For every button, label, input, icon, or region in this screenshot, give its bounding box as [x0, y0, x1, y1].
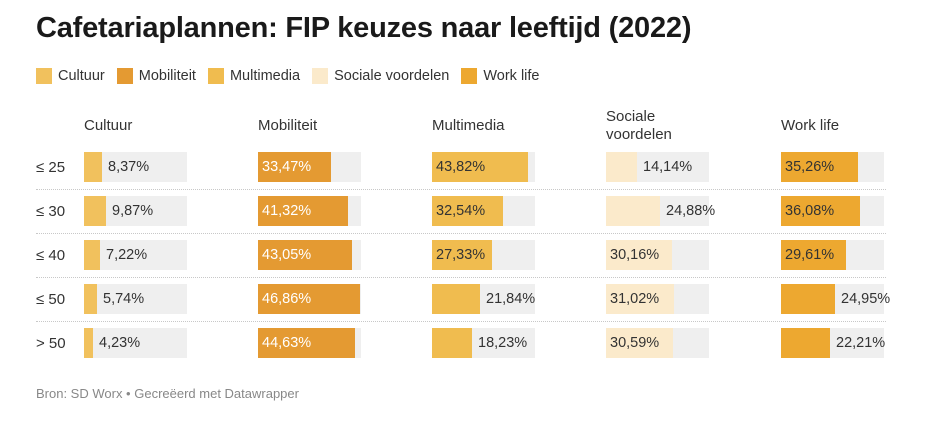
row-separator — [36, 321, 886, 322]
column-header-multimedia: Multimedia — [432, 117, 505, 134]
bar-cultuur — [84, 284, 97, 314]
value-label: 43,82% — [436, 159, 486, 175]
value-label: 14,14% — [643, 159, 693, 175]
bar-multimedia — [432, 152, 528, 182]
row-separator — [36, 233, 886, 234]
value-label: 8,37% — [108, 159, 150, 175]
legend: Cultuur Mobiliteit Multimedia Sociale vo… — [36, 64, 552, 88]
legend-swatch-work-life — [461, 68, 478, 84]
row-separator — [36, 277, 886, 278]
bar-cultuur — [84, 152, 102, 182]
legend-label-mobiliteit: Mobiliteit — [138, 68, 196, 84]
legend-item-cultuur: Cultuur — [36, 68, 105, 84]
bar-sociale-voordelen — [606, 328, 673, 358]
bar-mobiliteit — [258, 196, 348, 226]
row-label: ≤ 40 — [36, 246, 66, 264]
bar-cultuur — [84, 196, 106, 226]
bar-work-life — [781, 328, 830, 358]
value-label: 36,08% — [785, 203, 835, 219]
bar-cultuur — [84, 240, 100, 270]
source-note: Bron: SD Worx • Gecreëerd met Datawrappe… — [36, 386, 299, 401]
bar-sociale-voordelen — [606, 152, 637, 182]
bar-mobiliteit — [258, 152, 331, 182]
value-label: 30,59% — [610, 335, 660, 351]
value-label: 7,22% — [106, 247, 148, 263]
row-separator — [36, 189, 886, 190]
chart-title: Cafetariaplannen: FIP keuzes naar leefti… — [36, 12, 692, 44]
row-label: ≤ 25 — [36, 158, 66, 176]
bar-multimedia — [432, 196, 503, 226]
value-label: 31,02% — [610, 291, 660, 307]
column-header-cultuur: Cultuur — [84, 117, 133, 134]
bar-work-life — [781, 284, 835, 314]
column-header-mobiliteit: Mobiliteit — [258, 117, 318, 134]
legend-label-cultuur: Cultuur — [58, 68, 105, 84]
value-label: 35,26% — [785, 159, 835, 175]
legend-swatch-multimedia — [207, 68, 224, 84]
value-label: 9,87% — [112, 203, 154, 219]
legend-swatch-sociale-voordelen — [312, 68, 329, 84]
bar-sociale-voordelen — [606, 196, 660, 226]
value-label: 32,54% — [436, 203, 486, 219]
value-label: 29,61% — [785, 247, 835, 263]
value-label: 18,23% — [478, 335, 528, 351]
bar-mobiliteit — [258, 240, 352, 270]
value-label: 46,86% — [262, 291, 312, 307]
bar-sociale-voordelen — [606, 240, 672, 270]
bar-mobiliteit — [258, 284, 360, 314]
legend-swatch-cultuur — [36, 68, 52, 84]
value-label: 30,16% — [610, 247, 660, 263]
value-label: 33,47% — [262, 159, 312, 175]
bar-sociale-voordelen — [606, 284, 674, 314]
bar-multimedia — [432, 328, 472, 358]
value-label: 4,23% — [99, 335, 141, 351]
legend-item-work-life: Work life — [461, 68, 540, 84]
cell-track — [84, 240, 187, 270]
value-label: 44,63% — [262, 335, 312, 351]
cell-track — [84, 328, 187, 358]
bar-work-life — [781, 240, 846, 270]
row-label: ≤ 50 — [36, 290, 66, 308]
bar-mobiliteit — [258, 328, 355, 358]
value-label: 5,74% — [103, 291, 145, 307]
legend-label-multimedia: Multimedia — [229, 68, 301, 84]
legend-label-sociale-voordelen: Sociale voordelen — [334, 68, 450, 84]
value-label: 24,88% — [666, 203, 716, 219]
cell-track — [84, 284, 187, 314]
bar-work-life — [781, 196, 860, 226]
value-label: 41,32% — [262, 203, 312, 219]
legend-item-sociale-voordelen: Sociale voordelen — [312, 68, 449, 84]
legend-swatch-mobiliteit — [116, 68, 133, 84]
legend-item-mobiliteit: Mobiliteit — [116, 68, 196, 84]
row-label: > 50 — [36, 334, 66, 352]
bar-work-life — [781, 152, 858, 182]
bar-multimedia — [432, 284, 480, 314]
value-label: 24,95% — [841, 291, 891, 307]
bar-cultuur — [84, 328, 93, 358]
row-label: ≤ 30 — [36, 202, 66, 220]
legend-label-work-life: Work life — [483, 68, 540, 84]
legend-item-multimedia: Multimedia — [207, 68, 301, 84]
value-label: 27,33% — [436, 247, 486, 263]
value-label: 21,84% — [486, 291, 536, 307]
value-label: 43,05% — [262, 247, 312, 263]
column-header-work-life: Work life — [781, 117, 840, 134]
bar-multimedia — [432, 240, 492, 270]
column-header-sociale-voordelen: Sociale voordelen — [606, 108, 672, 143]
value-label: 22,21% — [836, 335, 886, 351]
